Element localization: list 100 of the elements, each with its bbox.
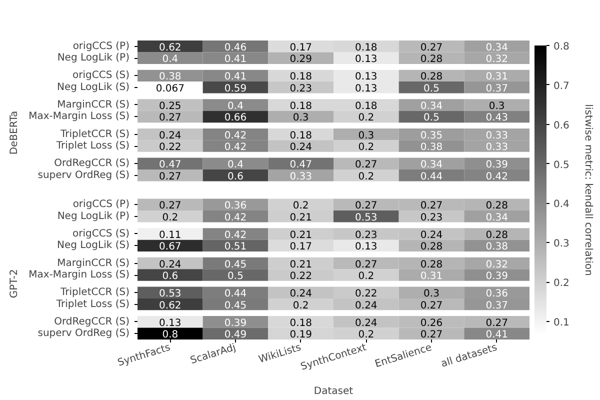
data-label: 0.17	[290, 42, 312, 54]
data-label: 0.47	[159, 160, 182, 171]
data-label: 0.62	[159, 42, 182, 54]
y-tick-label: Neg LogLik (S)	[57, 240, 130, 252]
data-label: 0.38	[420, 142, 443, 154]
y-tick-label: origCCS (P)	[72, 199, 130, 210]
data-label: 0.4	[228, 100, 244, 112]
data-label: 0.33	[290, 171, 312, 182]
color-bar-label: 0.6	[554, 120, 570, 132]
data-label: 0.18	[290, 130, 312, 142]
y-tick-label: Triplet Loss (S)	[55, 140, 130, 152]
data-label: 0.28	[420, 242, 443, 253]
data-label: 0.24	[420, 230, 443, 241]
data-label: 0.47	[290, 160, 312, 171]
data-label: 0.27	[355, 160, 378, 171]
data-label: 0.22	[159, 142, 182, 154]
y-tick-label: origCCS (P)	[72, 40, 130, 52]
y-tick-label: Neg LogLik (P)	[57, 210, 130, 222]
data-label: 0.3	[424, 288, 440, 300]
data-label: 0.49	[224, 330, 247, 341]
data-label: 0.2	[358, 112, 374, 124]
data-label: 0.53	[159, 288, 182, 300]
color-bar-label: 0.1	[554, 317, 570, 328]
y-tick-label: superv OrdReg (S)	[38, 328, 130, 340]
data-label: 0.27	[159, 200, 182, 212]
y-tick-label: OrdRegCCR (S)	[54, 158, 130, 170]
data-label: 0.24	[290, 288, 312, 300]
data-label: 0.5	[228, 271, 244, 282]
data-label: 0.23	[420, 212, 443, 224]
data-label: 0.28	[420, 72, 443, 83]
data-label: 0.11	[159, 230, 182, 241]
data-label: 0.67	[159, 242, 182, 253]
y-tick-label: TripletCCR (S)	[60, 128, 130, 140]
data-label: 0.59	[224, 83, 247, 94]
data-label: 0.28	[420, 259, 443, 270]
data-label: 0.24	[290, 142, 312, 154]
text: DeBERTa	[9, 110, 20, 155]
data-label: 0.21	[290, 230, 312, 241]
data-label: 0.41	[224, 54, 247, 66]
data-label: 0.8	[162, 330, 178, 341]
data-label: 0.34	[486, 42, 508, 54]
y-tick-label: OrdRegCCR (S)	[54, 316, 130, 328]
data-label: 0.38	[486, 242, 508, 253]
data-label: 0.46	[224, 42, 247, 54]
data-label: 0.51	[224, 242, 247, 253]
data-label: 0.32	[486, 259, 508, 270]
data-label: 0.6	[162, 271, 178, 282]
x-tick-label: all datasets	[440, 342, 498, 370]
data-label: 0.43	[486, 112, 508, 124]
data-label: 0.36	[486, 288, 508, 300]
data-label: 0.23	[290, 83, 312, 94]
data-label: 0.37	[486, 300, 508, 312]
data-label: 0.27	[486, 318, 508, 329]
data-label: 0.2	[292, 300, 309, 312]
data-label: 0.2	[358, 142, 374, 154]
data-label: 0.17	[290, 242, 312, 253]
data-label: 0.27	[420, 42, 443, 54]
data-label: 0.27	[420, 300, 443, 312]
color-bar-label: 0.7	[554, 80, 570, 92]
data-label: 0.41	[224, 72, 247, 83]
data-label: 0.33	[486, 142, 508, 154]
color-bar-label: 0.8	[554, 42, 570, 52]
data-label: 0.2	[358, 271, 374, 282]
data-label: 0.23	[355, 230, 378, 241]
data-label: 0.18	[355, 100, 378, 112]
data-label: 0.28	[486, 200, 508, 212]
data-label: 0.27	[355, 259, 378, 270]
data-label: 0.4	[162, 54, 178, 66]
y-tick-label: Max-Margin Loss (S)	[28, 270, 130, 281]
data-label: 0.44	[420, 171, 443, 182]
data-label: 0.13	[355, 83, 378, 94]
data-label: 0.6	[228, 171, 244, 182]
data-label: 0.18	[355, 42, 378, 54]
data-label: 0.2	[292, 200, 309, 212]
data-label: 0.39	[224, 318, 247, 329]
y-tick-label: Max-Margin Loss (S)	[28, 111, 130, 122]
data-label: 0.27	[159, 171, 182, 182]
x-axis-title: Dataset	[314, 386, 354, 398]
color-bar-label: 0.2	[554, 278, 570, 290]
data-label: 0.42	[224, 142, 247, 154]
data-label: 0.42	[224, 212, 247, 224]
data-label: 0.13	[355, 72, 378, 83]
data-label: 0.44	[224, 288, 247, 300]
data-label: 0.5	[424, 83, 440, 94]
y-tick-label: superv OrdReg (S)	[38, 170, 130, 181]
data-label: 0.2	[358, 171, 374, 182]
data-label: 0.36	[224, 200, 247, 212]
data-label: 0.22	[290, 271, 312, 282]
data-label: 0.19	[290, 330, 312, 341]
data-label: 0.31	[486, 72, 508, 83]
data-label: 0.28	[486, 230, 508, 241]
data-label: 0.33	[486, 130, 508, 142]
data-label: 0.27	[355, 200, 378, 212]
y-tick-label: TripletCCR (S)	[60, 287, 130, 298]
data-label: 0.39	[486, 271, 508, 282]
data-label: 0.18	[290, 100, 312, 112]
y-tick-label: MarginCCR (S)	[57, 99, 130, 110]
data-label: 0.42	[486, 171, 508, 182]
y-tick-label: Neg LogLik (P)	[57, 52, 130, 64]
data-label: 0.13	[355, 242, 378, 253]
